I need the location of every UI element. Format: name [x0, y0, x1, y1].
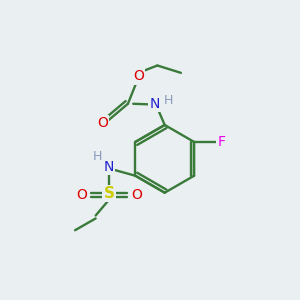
- Text: H: H: [164, 94, 173, 107]
- Text: H: H: [93, 150, 102, 163]
- Text: N: N: [149, 97, 160, 111]
- Text: F: F: [218, 135, 225, 149]
- Text: O: O: [131, 188, 142, 202]
- Text: O: O: [133, 69, 144, 83]
- Text: O: O: [97, 116, 108, 130]
- Text: N: N: [104, 160, 114, 174]
- Text: O: O: [76, 188, 87, 202]
- Text: S: S: [103, 186, 114, 201]
